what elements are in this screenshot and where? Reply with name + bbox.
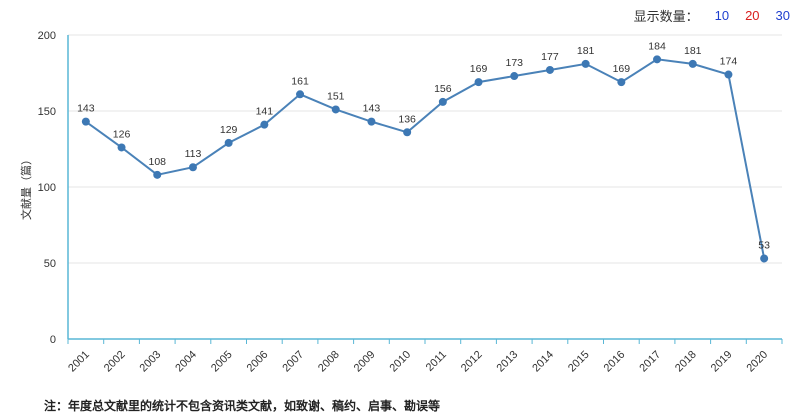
data-label: 174 <box>720 56 738 68</box>
footnote: 注：年度总文献里的统计不包含资讯类文献，如致谢、稿约、启事、勘误等 <box>44 399 441 413</box>
data-label: 181 <box>577 45 595 57</box>
display-count-label: 显示数量： <box>633 9 699 24</box>
x-tick-label: 2004 <box>173 349 199 375</box>
data-point[interactable] <box>438 97 447 106</box>
data-point[interactable] <box>188 163 197 172</box>
data-label: 177 <box>541 51 559 63</box>
x-tick-label: 2016 <box>602 349 628 375</box>
data-label: 126 <box>113 128 131 140</box>
data-label: 108 <box>148 156 166 168</box>
data-point[interactable] <box>617 78 626 87</box>
data-label: 161 <box>291 75 309 87</box>
data-point[interactable] <box>653 55 662 64</box>
data-point[interactable] <box>724 70 733 79</box>
display-count-option-10[interactable]: 10 <box>714 8 730 23</box>
data-label: 181 <box>684 45 702 57</box>
x-tick-label: 2005 <box>209 349 235 375</box>
x-tick-label: 2002 <box>102 349 128 375</box>
y-tick-label: 200 <box>38 30 56 42</box>
data-label: 169 <box>470 63 488 75</box>
x-tick-label: 2001 <box>66 349 92 375</box>
data-point[interactable] <box>296 90 305 99</box>
x-tick-label: 2017 <box>637 349 663 375</box>
x-tick-label: 2012 <box>459 349 485 375</box>
data-label: 169 <box>613 63 631 75</box>
x-tick-label: 2006 <box>245 349 271 375</box>
data-label: 156 <box>434 83 452 95</box>
data-label: 141 <box>256 106 274 118</box>
x-tick-label: 2014 <box>530 349 556 375</box>
data-point[interactable] <box>688 59 697 68</box>
data-label: 53 <box>758 239 770 251</box>
x-tick-label: 2009 <box>352 349 378 375</box>
x-tick-label: 2011 <box>424 349 449 374</box>
x-tick-label: 2018 <box>673 349 699 375</box>
data-label: 143 <box>363 103 381 115</box>
display-count-option-20[interactable]: 20 <box>745 8 760 23</box>
data-point[interactable] <box>260 120 269 129</box>
y-axis-title: 文献量（篇） <box>19 154 33 220</box>
data-label: 173 <box>505 57 523 69</box>
x-tick-label: 2007 <box>280 349 306 375</box>
data-point[interactable] <box>474 78 483 87</box>
y-tick-label: 100 <box>38 182 56 194</box>
line-chart: 0 50 100 150 200 2001 2002 2003 2004 2005 2006 2007… <box>19 30 783 375</box>
display-count-option-30[interactable]: 30 <box>775 8 790 23</box>
y-tick-label: 0 <box>50 334 56 346</box>
x-tick-label: 2013 <box>495 349 521 375</box>
x-tick-label: 2019 <box>709 349 735 375</box>
series-line <box>85 58 766 259</box>
data-point[interactable] <box>117 143 126 152</box>
data-point[interactable] <box>153 170 162 179</box>
x-tick-label: 2015 <box>566 349 592 375</box>
data-point[interactable] <box>545 65 554 74</box>
data-label: 143 <box>77 103 95 115</box>
data-point[interactable] <box>81 117 90 126</box>
data-label: 136 <box>398 113 416 125</box>
data-point[interactable] <box>581 59 590 68</box>
data-point[interactable] <box>331 105 340 114</box>
data-label: 129 <box>220 124 238 136</box>
x-tick-label: 2010 <box>387 349 413 375</box>
data-label: 113 <box>185 148 202 160</box>
y-tick-label: 50 <box>44 258 56 270</box>
data-point[interactable] <box>403 128 412 137</box>
x-tick-label: 2003 <box>138 349 164 375</box>
y-tick-label: 150 <box>38 106 56 118</box>
data-point[interactable] <box>224 138 233 147</box>
data-point[interactable] <box>367 117 376 126</box>
data-label: 184 <box>648 40 666 52</box>
x-tick-label: 2008 <box>316 349 342 375</box>
display-count-bar: 显示数量： 10 20 30 <box>634 6 790 25</box>
data-point[interactable] <box>510 72 519 81</box>
data-label: 151 <box>327 90 345 102</box>
data-point[interactable] <box>760 254 769 263</box>
x-tick-label: 2020 <box>744 349 770 375</box>
